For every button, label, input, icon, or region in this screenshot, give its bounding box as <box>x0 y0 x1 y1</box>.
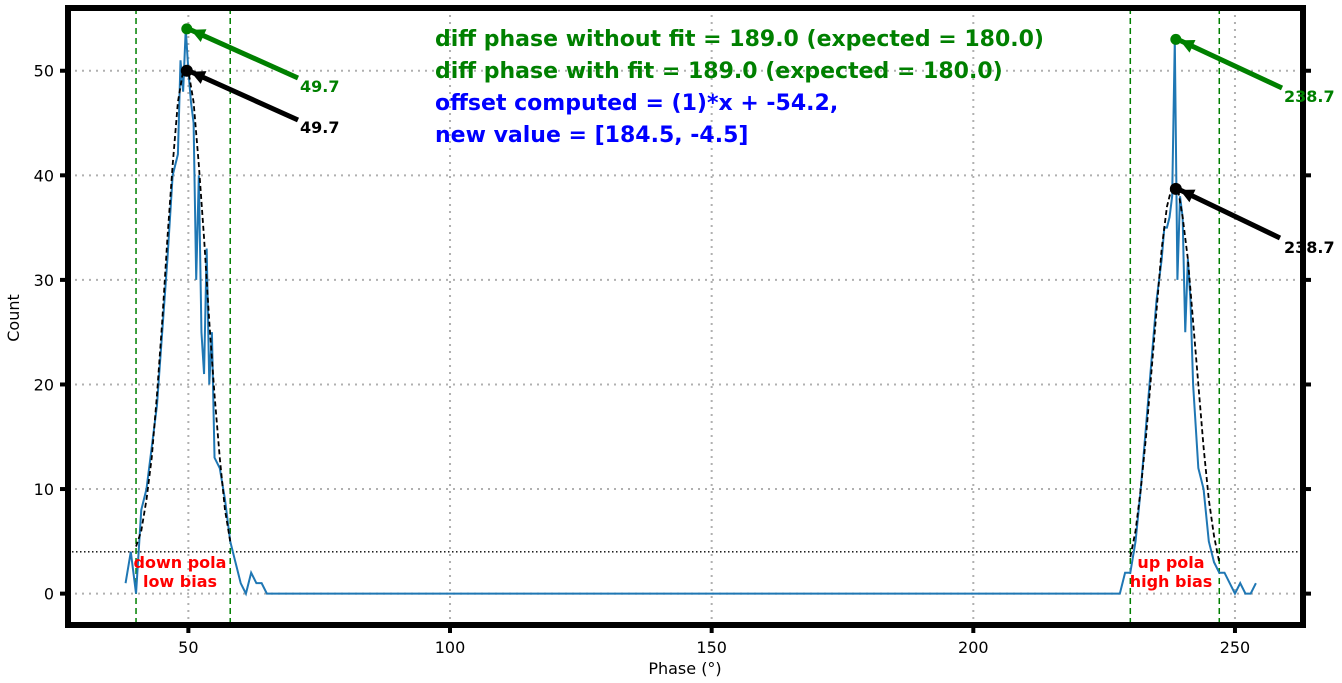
fit-curve <box>135 69 232 547</box>
region-label-high-bias: high bias <box>1130 572 1213 591</box>
peak-markers <box>180 23 1284 241</box>
x-axis-label: Phase (°) <box>648 659 721 678</box>
peak-label-max-1: 49.7 <box>300 77 339 96</box>
y-tick-label: 40 <box>34 166 54 185</box>
x-tick-label: 100 <box>435 638 466 657</box>
peak-max-arrow-shaft <box>189 27 300 81</box>
y-tick-label: 50 <box>34 62 54 81</box>
x-tick-label: 250 <box>1220 638 1251 657</box>
peak-label-fit-2: 238.7 <box>1284 238 1335 257</box>
peak-fit-arrow-shaft <box>1178 187 1282 241</box>
bound-lines <box>135 8 1221 625</box>
y-tick-label: 10 <box>34 480 54 499</box>
axis-ticks: 50 100 150 200 250 0 10 20 30 40 50 <box>34 62 1311 657</box>
y-tick-label: 0 <box>44 585 54 604</box>
region-label-up-pola: up pola <box>1137 553 1204 572</box>
y-axis-label: Count <box>4 294 23 342</box>
plot-frame <box>65 5 1306 628</box>
peak-fit-marker <box>180 64 193 77</box>
y-tick-label: 20 <box>34 375 54 394</box>
peak-max-marker <box>181 23 193 35</box>
region-label-down-pola: down pola <box>134 553 227 572</box>
x-tick-label: 150 <box>696 638 727 657</box>
peak-max-arrow-head <box>1179 39 1196 53</box>
annotation-diff-without-fit: diff phase without fit = 189.0 (expected… <box>435 27 1044 52</box>
peak-max-arrow-shaft <box>1178 38 1284 91</box>
annotation-new-value: new value = [184.5, -4.5] <box>435 123 748 148</box>
x-tick-label: 200 <box>958 638 989 657</box>
region-label-low-bias: low bias <box>143 572 217 591</box>
annotation-offset: offset computed = (1)*x + -54.2, <box>435 91 838 116</box>
peak-max-marker <box>1170 33 1182 45</box>
y-tick-label: 30 <box>34 271 54 290</box>
peak-label-fit-1: 49.7 <box>300 118 339 137</box>
peak-label-max-2: 238.7 <box>1284 87 1335 106</box>
peak-fit-marker <box>1169 182 1182 195</box>
peak-fit-arrow-head <box>1179 189 1196 203</box>
x-tick-label: 50 <box>178 638 198 657</box>
annotation-diff-with-fit: diff phase with fit = 189.0 (expected = … <box>435 59 1003 84</box>
peak-fit-arrow-head <box>190 71 207 84</box>
peak-max-arrow-head <box>190 29 207 43</box>
peak-fit-arrow-shaft <box>189 69 300 123</box>
